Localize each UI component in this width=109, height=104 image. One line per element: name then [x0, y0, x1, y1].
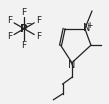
Text: F: F [36, 32, 41, 41]
Text: F: F [22, 8, 27, 17]
Text: F: F [7, 16, 12, 25]
Text: P: P [20, 24, 28, 34]
Text: +: + [86, 21, 92, 30]
Text: N: N [83, 23, 90, 33]
Text: −: − [25, 19, 31, 28]
Text: N: N [68, 60, 76, 70]
Text: F: F [22, 41, 27, 50]
Text: F: F [7, 32, 12, 41]
Text: F: F [36, 16, 41, 25]
